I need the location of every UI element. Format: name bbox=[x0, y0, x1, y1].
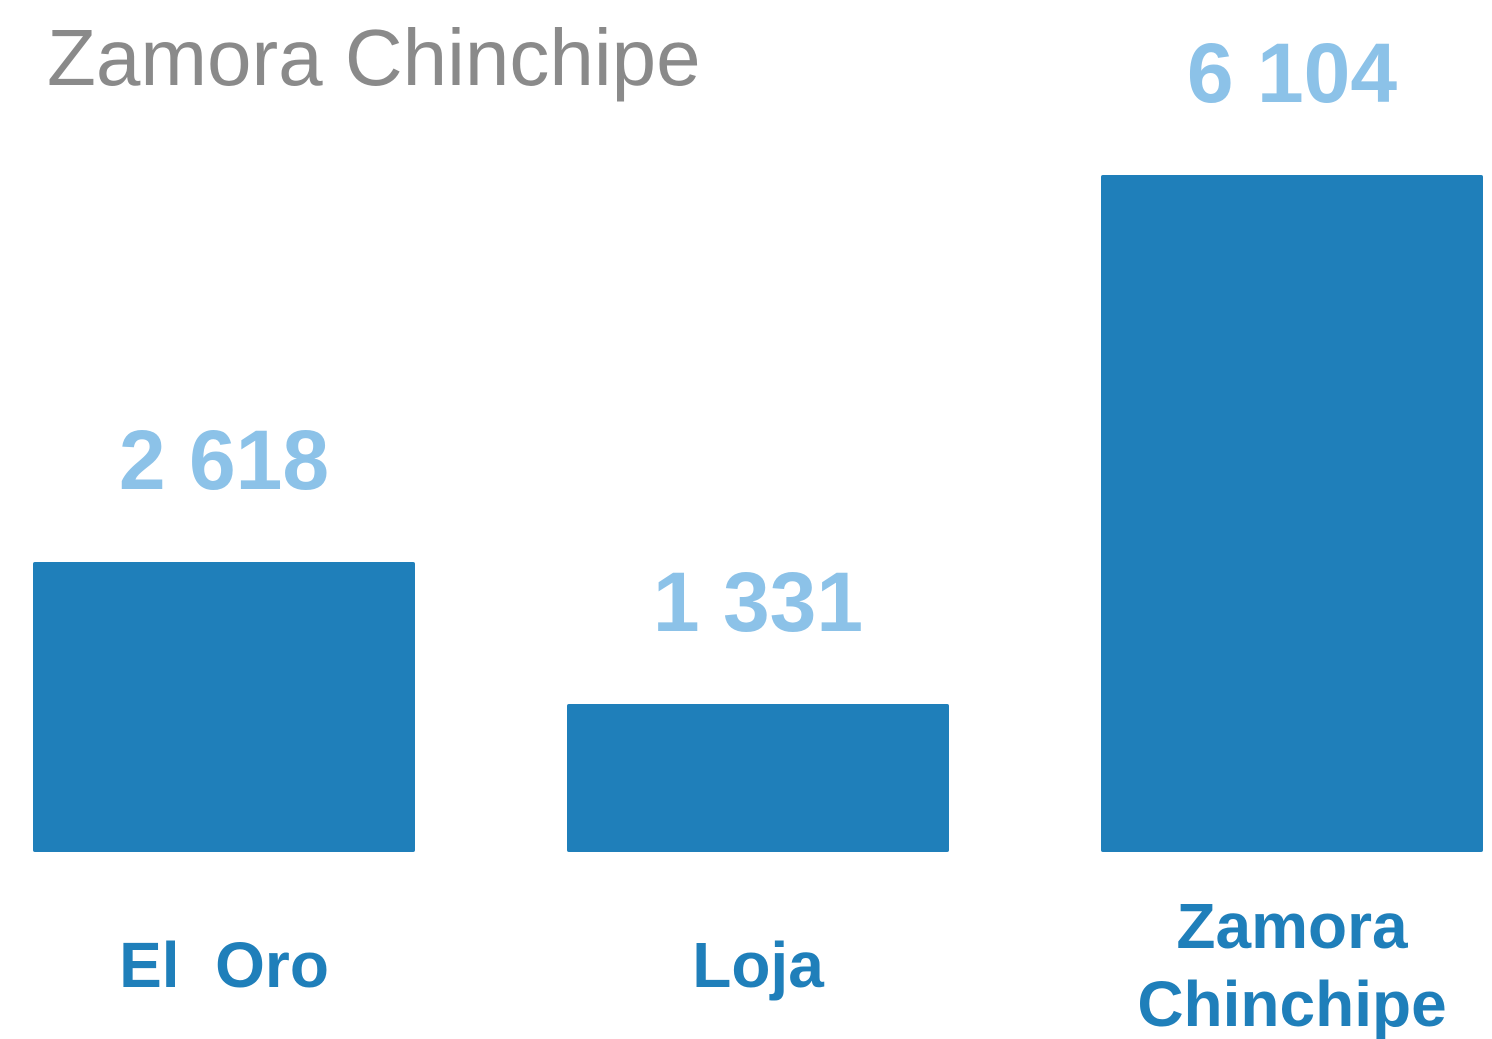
x-tick-label: El Oro bbox=[119, 929, 329, 1001]
bar bbox=[33, 561, 415, 852]
chart-title: Zamora Chinchipe bbox=[47, 13, 701, 102]
bar bbox=[567, 704, 949, 852]
x-tick-label: Zamora Chinchipe bbox=[1137, 890, 1447, 1039]
value-label: 1 331 bbox=[652, 555, 864, 650]
bar bbox=[1101, 175, 1483, 852]
value-label: 2 618 bbox=[118, 412, 330, 507]
value-label: 6 104 bbox=[1186, 26, 1398, 120]
x-tick-label: Loja bbox=[692, 929, 824, 1001]
